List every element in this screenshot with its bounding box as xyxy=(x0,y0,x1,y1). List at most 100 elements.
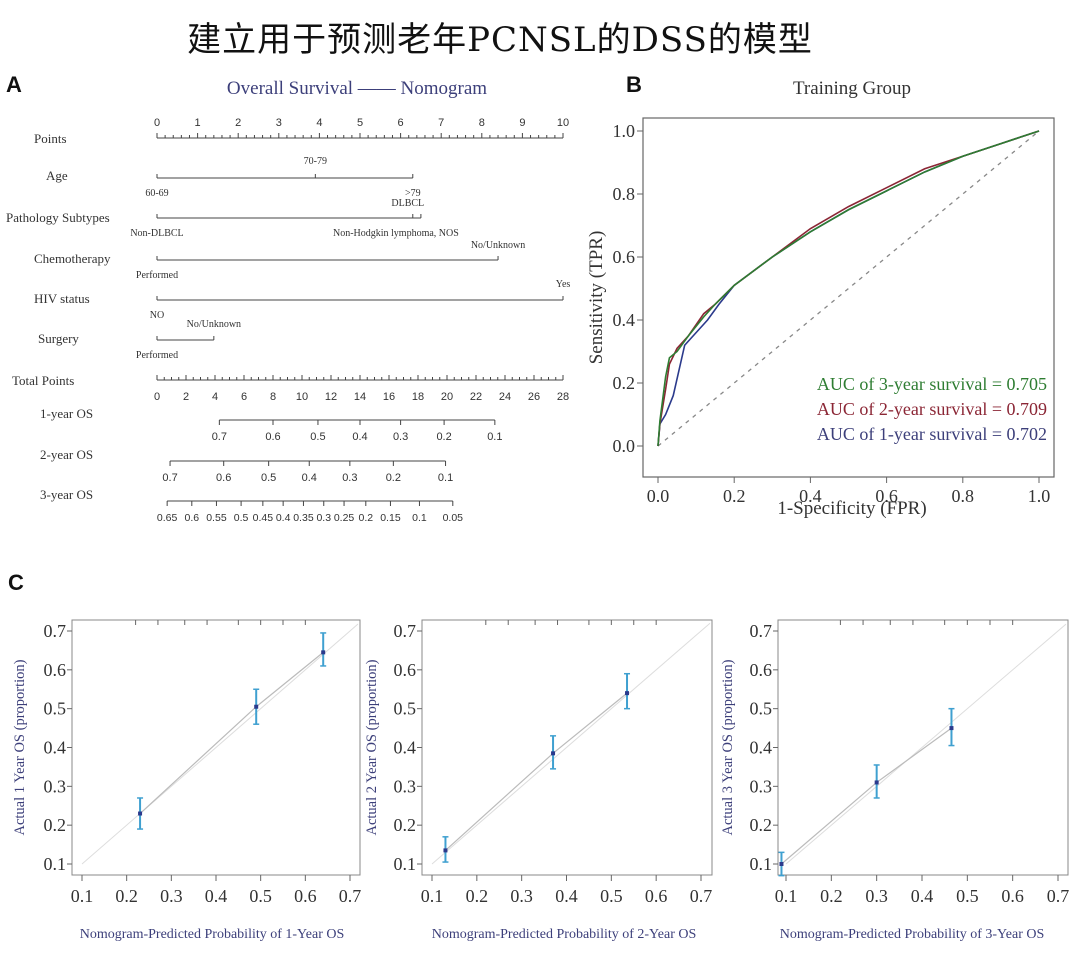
survival-axis-label: 3-year OS xyxy=(40,487,93,502)
survival-axis-label: 1-year OS xyxy=(40,406,93,421)
total-points-tick-label: 20 xyxy=(441,391,453,403)
survival-tick-label: 0.55 xyxy=(206,512,227,524)
survival-tick-label: 0.5 xyxy=(310,431,325,443)
survival-tick-label: 0.6 xyxy=(265,431,280,443)
calibration-frame xyxy=(777,619,1069,876)
calibration-y-tick-label: 0.3 xyxy=(750,776,773,796)
calibration-x-tick-label: 0.5 xyxy=(956,886,979,906)
roc-legend-entry: AUC of 1-year survival = 0.702 xyxy=(817,424,1047,444)
calibration-point xyxy=(625,691,630,696)
calibration-x-tick-label: 0.1 xyxy=(421,886,444,906)
calibration-x-tick-label: 0.4 xyxy=(555,886,578,906)
calibration-x-tick-label: 0.4 xyxy=(911,886,934,906)
calibration-y-tick-label: 0.4 xyxy=(394,738,417,758)
calibration-ideal-line xyxy=(81,623,359,865)
roc-y-tick-label: 0.6 xyxy=(613,247,636,267)
calibration-point xyxy=(874,780,879,785)
calibration-y-tick-label: 0.6 xyxy=(44,660,67,680)
survival-tick-label: 0.35 xyxy=(293,512,314,524)
roc-y-tick-label: 0.8 xyxy=(613,184,636,204)
points-tick-label: 10 xyxy=(557,117,569,129)
calibration-x-tick-label: 0.5 xyxy=(249,886,272,906)
calibration-x-tick-label: 0.6 xyxy=(645,886,668,906)
variable-level-label: DLBCL xyxy=(391,198,424,209)
calibration-x-axis-label: Nomogram-Predicted Probability of 2-Year… xyxy=(432,927,697,942)
figure-main-title: 建立用于预测老年PCNSL的DSS的模型 xyxy=(187,20,813,60)
calibration-x-tick-label: 0.3 xyxy=(865,886,888,906)
calibration-x-tick-label: 0.7 xyxy=(690,886,713,906)
variable-level-label: Non-Hodgkin lymphoma, NOS xyxy=(333,228,459,239)
survival-tick-label: 0.25 xyxy=(334,512,355,524)
roc-x-tick-label: 0.6 xyxy=(875,486,898,506)
variable-label: Age xyxy=(46,168,68,183)
variable-level-label: >79 xyxy=(405,188,421,199)
total-points-tick-label: 10 xyxy=(296,391,308,403)
calibration-x-tick-label: 0.4 xyxy=(205,886,228,906)
roc-curve xyxy=(657,130,1040,447)
survival-tick-label: 0.45 xyxy=(253,512,274,524)
roc-x-axis-label: 1-Specificity (FPR) xyxy=(777,498,926,519)
survival-tick-label: 0.3 xyxy=(316,512,331,524)
total-points-tick-label: 4 xyxy=(212,391,218,403)
roc-chart: Training Group 0.0 0.2 0.4 0.6 0.8 1.0 0.0 0.2 0.… xyxy=(586,78,1055,519)
calibration-ideal-line xyxy=(431,622,711,865)
survival-tick-label: 0.2 xyxy=(386,472,401,484)
roc-y-axis-label: Sensitivity (TPR) xyxy=(586,231,607,365)
calibration-y-tick-label: 0.6 xyxy=(750,660,773,680)
calibration-y-tick-label: 0.1 xyxy=(394,854,417,874)
total-points-tick-label: 28 xyxy=(557,391,569,403)
calibration-y-tick-label: 0.5 xyxy=(44,699,67,719)
variable-level-label: Non-DLBCL xyxy=(130,228,183,239)
calibration-fit-line xyxy=(781,727,952,865)
survival-tick-label: 0.1 xyxy=(412,512,427,524)
calibration-point xyxy=(138,811,143,816)
calibration-y-tick-label: 0.2 xyxy=(394,815,417,835)
survival-tick-label: 0.3 xyxy=(393,431,408,443)
variable-level-label: Yes xyxy=(556,279,571,290)
calibration-x-axis-label: Nomogram-Predicted Probability of 1-Year… xyxy=(80,927,345,942)
calibration-y-tick-label: 0.3 xyxy=(44,776,67,796)
calibration-y-tick-label: 0.2 xyxy=(750,815,773,835)
calibration-point xyxy=(254,704,259,709)
roc-x-tick-label: 0.4 xyxy=(799,486,822,506)
roc-x-tick-label: 0.8 xyxy=(952,486,975,506)
total-points-tick-label: 18 xyxy=(412,391,424,403)
roc-title: Training Group xyxy=(793,78,911,99)
calibration-x-tick-label: 0.3 xyxy=(510,886,533,906)
roc-y-tick-label: 0.2 xyxy=(613,373,636,393)
calibration-y-tick-label: 0.4 xyxy=(44,738,67,758)
calibration-y-tick-label: 0.6 xyxy=(394,660,417,680)
calibration-y-tick-label: 0.2 xyxy=(44,815,67,835)
survival-tick-label: 0.15 xyxy=(380,512,401,524)
total-points-tick-label: 14 xyxy=(354,391,366,403)
roc-reference-line xyxy=(657,130,1040,447)
calibration-point xyxy=(551,751,556,756)
survival-tick-label: 0.7 xyxy=(162,472,177,484)
calibration-y-tick-label: 0.5 xyxy=(394,699,417,719)
variable-label: HIV status xyxy=(34,291,90,306)
panel-b-label: B xyxy=(626,72,642,97)
survival-tick-label: 0.4 xyxy=(276,512,291,524)
calibration-point xyxy=(443,848,448,853)
calibration-ideal-line xyxy=(785,623,1067,865)
variable-label: Chemotherapy xyxy=(34,251,111,266)
survival-tick-label: 0.5 xyxy=(261,472,276,484)
points-tick-label: 4 xyxy=(316,117,322,129)
calibration-x-tick-label: 0.7 xyxy=(339,886,362,906)
survival-tick-label: 0.7 xyxy=(212,431,227,443)
survival-tick-label: 0.2 xyxy=(358,512,373,524)
points-tick-label: 9 xyxy=(519,117,525,129)
calibration-y-tick-label: 0.4 xyxy=(750,738,773,758)
survival-tick-label: 0.1 xyxy=(487,431,502,443)
survival-tick-label: 0.4 xyxy=(352,431,367,443)
variable-level-label: No/Unknown xyxy=(471,240,525,251)
survival-tick-label: 0.2 xyxy=(436,431,451,443)
calibration-x-tick-label: 0.5 xyxy=(600,886,623,906)
total-points-tick-label: 22 xyxy=(470,391,482,403)
calibration-y-axis-label: Actual 2 Year OS (proportion) xyxy=(364,659,380,835)
nomogram-title: Overall Survival —— Nomogram xyxy=(227,78,487,99)
survival-tick-label: 0.65 xyxy=(157,512,178,524)
points-tick-label: 3 xyxy=(276,117,282,129)
total-points-tick-label: 2 xyxy=(183,391,189,403)
